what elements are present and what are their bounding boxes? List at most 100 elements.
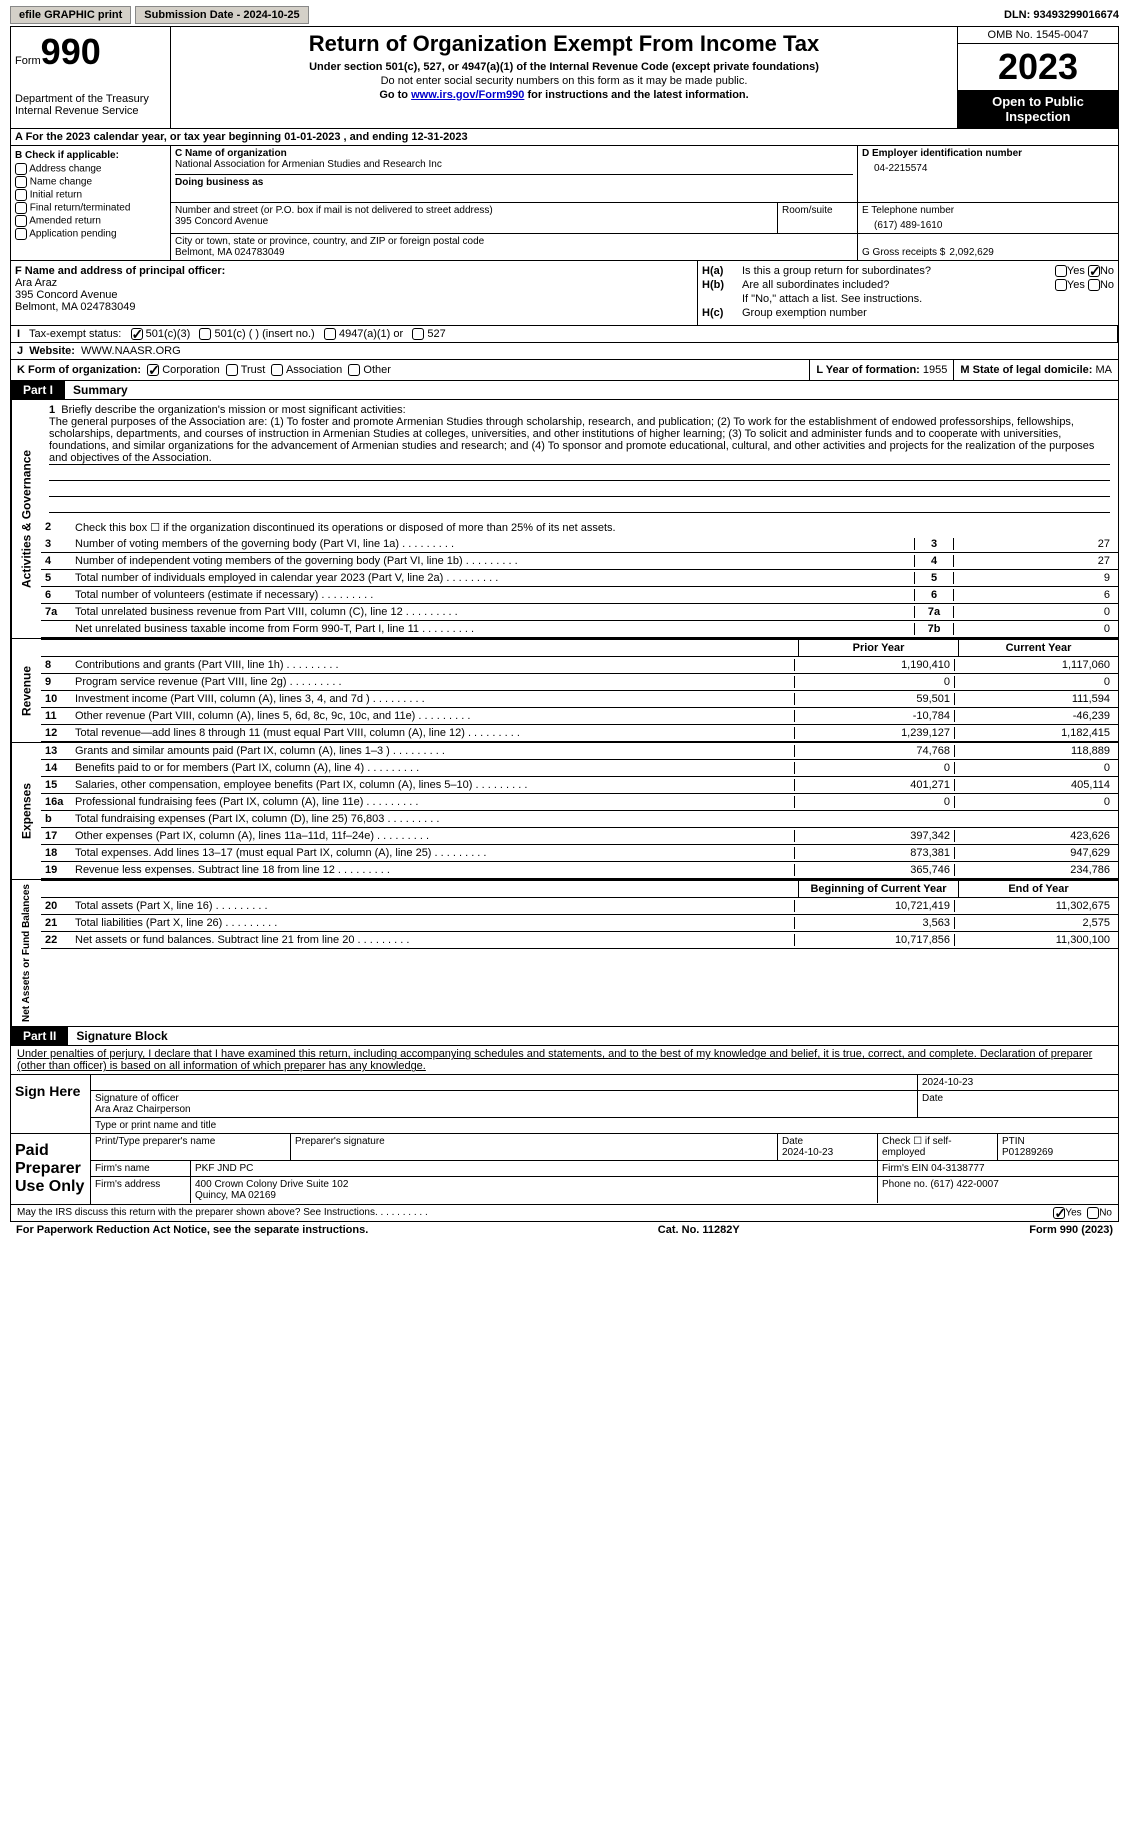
ha-no-checkbox[interactable] — [1088, 265, 1100, 277]
other-checkbox[interactable] — [348, 364, 360, 376]
col-b-opt-5: Application pending — [15, 228, 166, 240]
ein-value: 04-2215574 — [862, 159, 1114, 174]
line-17: 17Other expenses (Part IX, column (A), l… — [41, 828, 1118, 845]
line-num: 21 — [45, 917, 75, 929]
line-num: 15 — [45, 779, 75, 791]
opt-527: 527 — [427, 328, 445, 340]
line-num: 6 — [45, 589, 75, 601]
room-cell: Room/suite — [778, 203, 858, 233]
assoc-checkbox[interactable] — [271, 364, 283, 376]
hc-label: H(c) — [702, 307, 742, 319]
line-text: Total number of volunteers (estimate if … — [75, 589, 914, 601]
irs-link[interactable]: www.irs.gov/Form990 — [411, 89, 524, 101]
officer-addr1: 395 Concord Avenue — [15, 289, 693, 301]
trust-checkbox[interactable] — [226, 364, 238, 376]
dln-label: DLN: — [1004, 9, 1030, 21]
line-num: 12 — [45, 727, 75, 739]
line-prior: 365,746 — [794, 864, 954, 876]
col-b-opt-3: Final return/terminated — [15, 202, 166, 214]
header-middle: Return of Organization Exempt From Incom… — [171, 27, 958, 128]
firm-name-label: Firm's name — [91, 1161, 191, 1176]
line2-num: 2 — [45, 521, 75, 533]
efile-print-button[interactable]: efile GRAPHIC print — [10, 6, 131, 24]
col-cd: C Name of organization National Associat… — [171, 146, 1118, 260]
col-b-checkbox-1[interactable] — [15, 176, 27, 188]
expenses-label: Expenses — [11, 743, 41, 879]
corp-checkbox[interactable] — [147, 364, 159, 376]
row-m-label: M State of legal domicile: — [960, 364, 1092, 376]
type-print-label: Type or print name and title — [91, 1118, 1118, 1133]
hb-yes-checkbox[interactable] — [1055, 279, 1067, 291]
submission-date-label: Submission Date - — [144, 9, 240, 21]
line-22: 22Net assets or fund balances. Subtract … — [41, 932, 1118, 949]
col-b-checkbox-0[interactable] — [15, 163, 27, 175]
officer-name: Ara Araz — [15, 277, 693, 289]
col-b-opt-2: Initial return — [15, 189, 166, 201]
mission-text: The general purposes of the Association … — [49, 416, 1110, 465]
header-sub3: Go to www.irs.gov/Form990 for instructio… — [179, 89, 949, 101]
sig-date-label: Date — [918, 1091, 1118, 1117]
line-text: Benefits paid to or for members (Part IX… — [75, 762, 794, 774]
officer-addr2: Belmont, MA 024783049 — [15, 301, 693, 313]
line-text: Number of independent voting members of … — [75, 555, 914, 567]
dept-treasury: Department of the Treasury — [15, 93, 166, 105]
end-year-header: End of Year — [958, 881, 1118, 897]
paid-preparer-row: Paid Preparer Use Only Print/Type prepar… — [11, 1133, 1118, 1204]
line-text: Total liabilities (Part X, line 26) — [75, 917, 794, 929]
line-text: Grants and similar amounts paid (Part IX… — [75, 745, 794, 757]
line-9: 9Program service revenue (Part VIII, lin… — [41, 674, 1118, 691]
sign-here-label: Sign Here — [11, 1075, 91, 1133]
col-b-checkbox-3[interactable] — [15, 202, 27, 214]
row-a-tax-year: A For the 2023 calendar year, or tax yea… — [10, 129, 1119, 146]
line-num: 20 — [45, 900, 75, 912]
col-b-checkbox-5[interactable] — [15, 228, 27, 240]
527-checkbox[interactable] — [412, 328, 424, 340]
page-footer: For Paperwork Reduction Act Notice, see … — [10, 1222, 1119, 1238]
firm-addr1: 400 Crown Colony Drive Suite 102 — [195, 1179, 873, 1190]
line-text: Professional fundraising fees (Part IX, … — [75, 796, 794, 808]
line-num: 3 — [45, 538, 75, 550]
4947-checkbox[interactable] — [324, 328, 336, 340]
line-prior: 0 — [794, 796, 954, 808]
line-value: 0 — [954, 623, 1114, 635]
line-current: 234,786 — [954, 864, 1114, 876]
dln-value: 93493299016674 — [1033, 9, 1119, 21]
line-current: -46,239 — [954, 710, 1114, 722]
mission-blank1 — [49, 467, 1110, 481]
line-num: 18 — [45, 847, 75, 859]
gross-label: G Gross receipts $ — [862, 247, 945, 258]
discuss-no-checkbox[interactable] — [1087, 1207, 1099, 1219]
submission-date-button[interactable]: Submission Date - 2024-10-25 — [135, 6, 308, 24]
part1-title: Summary — [65, 381, 136, 399]
col-b-checkbox-2[interactable] — [15, 189, 27, 201]
ha-yes-checkbox[interactable] — [1055, 265, 1067, 277]
org-name-label: C Name of organization — [175, 148, 853, 159]
hb-text: Are all subordinates included? — [742, 279, 1055, 291]
line-current: 405,114 — [954, 779, 1114, 791]
discuss-yes-checkbox[interactable] — [1053, 1207, 1065, 1219]
line-num: 17 — [45, 830, 75, 842]
firm-ein: 04-3138777 — [931, 1163, 984, 1174]
hb-no-checkbox[interactable] — [1088, 279, 1100, 291]
hb-label: H(b) — [702, 279, 742, 291]
activities-line-6: 6Total number of volunteers (estimate if… — [41, 587, 1118, 604]
form-number: 990 — [41, 31, 101, 72]
opt-501c3: 501(c)(3) — [146, 328, 191, 340]
line-num: 7a — [45, 606, 75, 618]
line-prior: 10,721,419 — [794, 900, 954, 912]
501c-checkbox[interactable] — [199, 328, 211, 340]
prep-sig-label: Preparer's signature — [291, 1134, 778, 1160]
opt-corp: Corporation — [162, 364, 219, 376]
line-num: 14 — [45, 762, 75, 774]
line-2: 2 Check this box ☐ if the organization d… — [41, 519, 1118, 536]
prior-year-header: Prior Year — [798, 640, 958, 656]
col-b-checkbox-4[interactable] — [15, 215, 27, 227]
footer-mid: Cat. No. 11282Y — [658, 1224, 740, 1236]
col-f-officer: F Name and address of principal officer:… — [11, 261, 698, 325]
prep-date: 2024-10-23 — [782, 1147, 833, 1158]
line-8: 8Contributions and grants (Part VIII, li… — [41, 657, 1118, 674]
row-k-label: K Form of organization: — [17, 364, 141, 376]
501c3-checkbox[interactable] — [131, 328, 143, 340]
paid-preparer-label: Paid Preparer Use Only — [11, 1134, 91, 1204]
line-text: Contributions and grants (Part VIII, lin… — [75, 659, 794, 671]
